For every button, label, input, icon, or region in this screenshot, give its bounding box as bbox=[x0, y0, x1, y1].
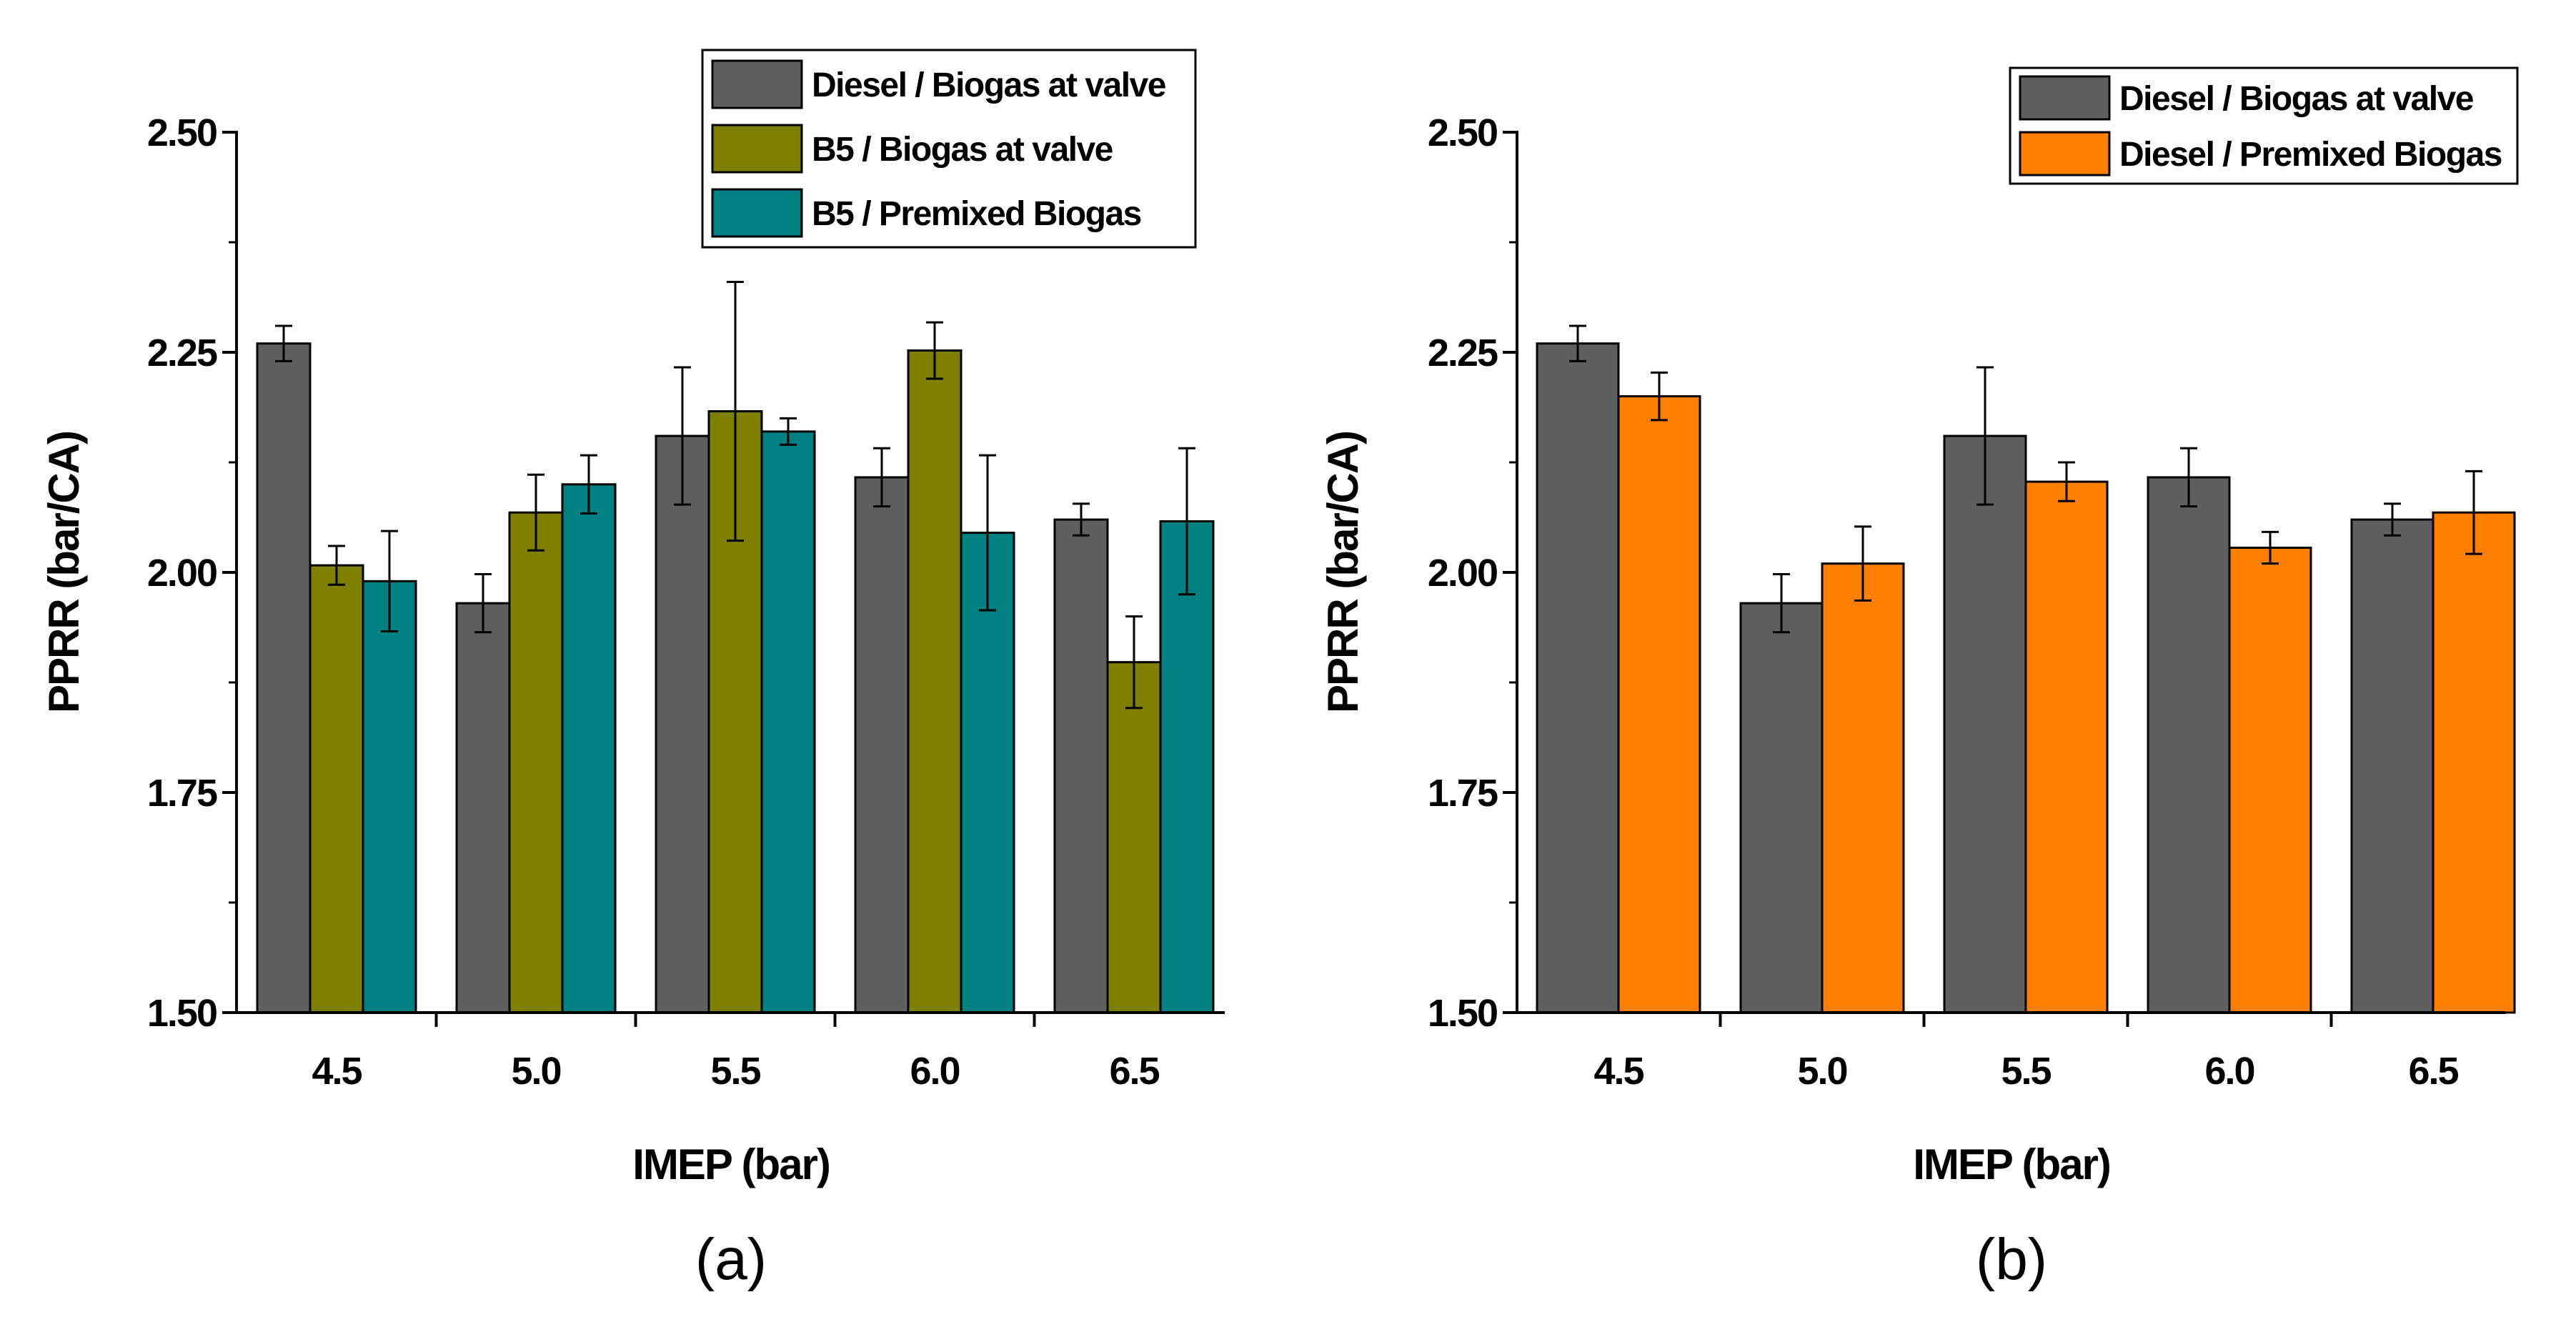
error-bar-diesel-premixed-biogas-6-0 bbox=[2262, 530, 2279, 565]
error-bar-b5-premixed-biogas-5-5 bbox=[780, 417, 797, 446]
bar-diesel-premixed-biogas-5-0 bbox=[1821, 562, 1905, 1014]
bar-b5-biogas-at-valve-5-0 bbox=[508, 511, 564, 1014]
bar-b5-biogas-at-valve-6-0 bbox=[907, 349, 963, 1014]
error-bar-b5-premixed-biogas-6-5 bbox=[1178, 447, 1195, 596]
y-tick-label: 1.50 bbox=[1428, 992, 1497, 1035]
x-axis-title: IMEP (bar) bbox=[1913, 1140, 2110, 1188]
bar-diesel-biogas-at-valve-6-5 bbox=[1053, 518, 1109, 1014]
error-bar-diesel-biogas-at-valve-5-0 bbox=[474, 572, 492, 634]
bar-diesel-premixed-biogas-6-5 bbox=[2432, 511, 2516, 1014]
y-tick-label: 2.25 bbox=[147, 332, 217, 374]
bar-b5-premixed-biogas-6-0 bbox=[960, 532, 1015, 1014]
error-bar-diesel-biogas-at-valve-6-5 bbox=[1073, 502, 1090, 537]
y-tick-label: 2.50 bbox=[147, 111, 217, 154]
error-bar-diesel-biogas-at-valve-4-5 bbox=[275, 324, 292, 362]
chart-panel-b: 1.50 1.75 2.00 2.25 2.50 4.5 5.0 5.5 6.0 6.5 IMEP … bbox=[1319, 66, 2519, 1292]
legend-swatch-diesel-premixed-biogas bbox=[2019, 131, 2111, 177]
error-bar-diesel-biogas-at-valve-5-0 bbox=[1773, 572, 1790, 634]
legend: Diesel / Biogas at valve Diesel / Premixe… bbox=[2009, 66, 2519, 185]
y-axis-title: PPRR (bar/CA) bbox=[1319, 432, 1367, 713]
error-bar-diesel-biogas-at-valve-6-0 bbox=[873, 447, 890, 508]
bar-diesel-premixed-biogas-5-5 bbox=[2024, 480, 2109, 1014]
bar-diesel-premixed-biogas-6-0 bbox=[2228, 547, 2312, 1014]
bar-b5-premixed-biogas-4-5 bbox=[362, 580, 417, 1014]
error-bar-diesel-premixed-biogas-5-0 bbox=[1854, 525, 1871, 602]
y-tick-label: 1.50 bbox=[147, 992, 217, 1035]
legend-swatch-b5-biogas-at-valve bbox=[711, 124, 803, 174]
error-bar-diesel-biogas-at-valve-4-5 bbox=[1569, 324, 1586, 362]
x-tick-label: 5.5 bbox=[2001, 1050, 2051, 1093]
error-bar-diesel-biogas-at-valve-6-5 bbox=[2384, 502, 2401, 537]
legend-swatch-b5-premixed-biogas bbox=[711, 188, 803, 238]
error-bar-b5-premixed-biogas-6-0 bbox=[979, 454, 996, 612]
x-tick-label: 6.0 bbox=[910, 1050, 959, 1093]
x-tick-label: 5.0 bbox=[511, 1050, 560, 1093]
bar-diesel-biogas-at-valve-4-5 bbox=[1536, 342, 1620, 1014]
error-bar-b5-biogas-at-valve-4-5 bbox=[328, 545, 345, 586]
legend: Diesel / Biogas at valve B5 / Biogas at v… bbox=[701, 49, 1197, 249]
y-tick-label: 1.75 bbox=[147, 772, 217, 815]
error-bar-b5-biogas-at-valve-6-0 bbox=[926, 321, 943, 380]
x-tick-label: 4.5 bbox=[312, 1050, 362, 1093]
bar-diesel-biogas-at-valve-6-0 bbox=[2147, 476, 2231, 1014]
error-bar-b5-premixed-biogas-4-5 bbox=[381, 530, 398, 633]
x-tick-label: 6.5 bbox=[2408, 1050, 2458, 1093]
y-tick-label: 1.75 bbox=[1428, 772, 1498, 815]
bar-diesel-biogas-at-valve-5-0 bbox=[455, 602, 511, 1014]
bar-diesel-biogas-at-valve-5-0 bbox=[1739, 602, 1824, 1014]
legend-swatch-diesel-biogas-at-valve bbox=[2019, 75, 2111, 121]
bar-diesel-biogas-at-valve-6-5 bbox=[2350, 518, 2435, 1014]
error-bar-diesel-biogas-at-valve-5-5 bbox=[1976, 366, 1994, 506]
x-tick-label: 5.0 bbox=[1797, 1050, 1846, 1093]
bar-b5-premixed-biogas-5-0 bbox=[561, 483, 617, 1014]
bar-b5-biogas-at-valve-6-5 bbox=[1106, 661, 1162, 1014]
bar-diesel-biogas-at-valve-5-5 bbox=[1943, 434, 2027, 1014]
bar-diesel-premixed-biogas-4-5 bbox=[1617, 395, 1701, 1014]
legend-swatch-diesel-biogas-at-valve bbox=[711, 59, 803, 109]
error-bar-diesel-biogas-at-valve-6-0 bbox=[2180, 447, 2197, 508]
panel-label: (a) bbox=[695, 1227, 767, 1292]
y-tick-label: 2.00 bbox=[1428, 552, 1497, 595]
bar-b5-premixed-biogas-6-5 bbox=[1159, 520, 1215, 1014]
legend-label-diesel-premixed-biogas: Diesel / Premixed Biogas bbox=[2119, 136, 2502, 174]
x-tick-label: 6.5 bbox=[1109, 1050, 1159, 1093]
bar-b5-biogas-at-valve-4-5 bbox=[309, 564, 364, 1014]
error-bar-diesel-premixed-biogas-5-5 bbox=[2058, 461, 2075, 502]
chart-panel-a: 1.50 1.75 2.00 2.25 2.50 4.5 5.0 5.5 6.0 6.5 IMEP … bbox=[40, 49, 1225, 1292]
legend-label-b5-premixed-biogas: B5 / Premixed Biogas bbox=[812, 195, 1141, 233]
legend-label-diesel-biogas-at-valve: Diesel / Biogas at valve bbox=[2119, 80, 2474, 118]
y-tick-label: 2.50 bbox=[1428, 111, 1497, 154]
x-tick-label: 6.0 bbox=[2204, 1050, 2254, 1093]
error-bar-b5-biogas-at-valve-5-5 bbox=[727, 280, 744, 542]
error-bar-b5-biogas-at-valve-5-0 bbox=[527, 473, 544, 552]
y-tick-label: 2.00 bbox=[147, 552, 217, 595]
bar-diesel-biogas-at-valve-5-5 bbox=[655, 434, 710, 1014]
panel-label: (b) bbox=[1976, 1227, 2047, 1292]
error-bar-diesel-premixed-biogas-4-5 bbox=[1651, 371, 1668, 422]
x-tick-label: 4.5 bbox=[1593, 1050, 1643, 1093]
legend-label-diesel-biogas-at-valve: Diesel / Biogas at valve bbox=[812, 66, 1166, 104]
error-bar-b5-biogas-at-valve-6-5 bbox=[1125, 615, 1143, 710]
error-bar-diesel-premixed-biogas-6-5 bbox=[2465, 469, 2482, 555]
y-axis-title: PPRR (bar/CA) bbox=[40, 432, 88, 713]
legend-label-b5-biogas-at-valve: B5 / Biogas at valve bbox=[812, 131, 1113, 169]
y-tick-label: 2.25 bbox=[1428, 332, 1498, 374]
error-bar-diesel-biogas-at-valve-5-5 bbox=[674, 366, 691, 506]
error-bar-b5-premixed-biogas-5-0 bbox=[580, 454, 597, 515]
x-axis-title: IMEP (bar) bbox=[632, 1140, 830, 1188]
x-tick-label: 5.5 bbox=[710, 1050, 760, 1093]
bar-b5-premixed-biogas-5-5 bbox=[760, 430, 816, 1014]
bar-diesel-biogas-at-valve-4-5 bbox=[256, 342, 312, 1014]
bar-diesel-biogas-at-valve-6-0 bbox=[854, 476, 910, 1014]
